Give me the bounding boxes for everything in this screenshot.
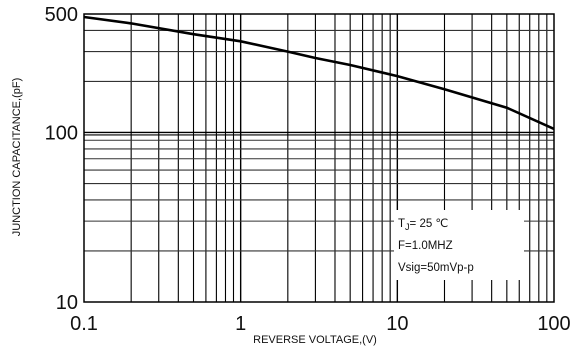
x-tick-label: 1 <box>235 313 246 335</box>
conditions-note: TJ= 25 ℃ F=1.0MHZ Vsig=50mVp-p <box>394 210 524 280</box>
capacitance-curve <box>83 15 555 131</box>
x-tick-label: 0.1 <box>70 313 98 335</box>
y-tick-label: 10 <box>56 292 78 314</box>
note-frequency: F=1.0MHZ <box>398 240 453 252</box>
y-tick-label: 100 <box>45 122 78 144</box>
x-axis-title: REVERSE VOLTAGE,(V) <box>253 334 377 346</box>
x-tick-label: 100 <box>537 313 570 335</box>
plot-frame <box>83 13 555 303</box>
x-tick-label: 10 <box>386 313 408 335</box>
note-vsig: Vsig=50mVp-p <box>398 262 474 274</box>
tick-labels: 0.1 1 10 100 500 100 10 <box>45 4 571 335</box>
note-tj: TJ= 25 ℃ <box>398 218 448 232</box>
y-tick-label: 500 <box>45 4 78 26</box>
y-axis-title: JUNCTION CAPACITANCE,(pF) <box>11 78 23 237</box>
